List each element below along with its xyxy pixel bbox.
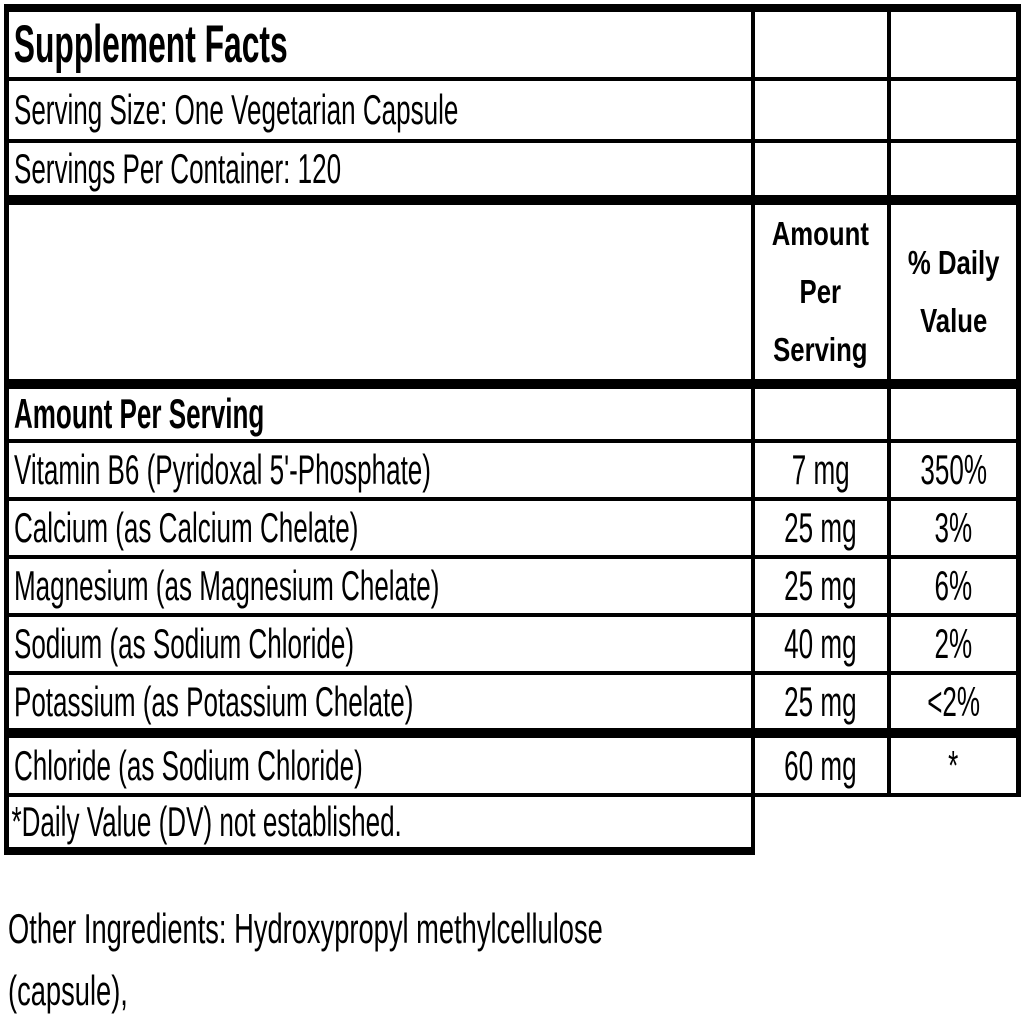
nutrient-amount: 60 mg [784,741,857,789]
daily-value-column-header-cell: % Daily Value [886,198,1021,389]
nutrient-amount-cell: 25 mg [750,671,891,738]
section-header-cell: Amount Per Serving [4,382,755,443]
nutrient-amount-cell: 40 mg [750,613,891,675]
nutrient-amount-cell: 7 mg [750,439,891,501]
footnote-ghost-area [753,795,1019,851]
other-ingredients-block: Other Ingredients: Hydroxypropyl methylc… [8,898,1024,1024]
footnote-cell: *Daily Value (DV) not established. [4,793,755,855]
nutrient-row-potassium: Potassium (as Potassium Chelate) 25 mg <… [4,671,1021,738]
nutrient-amount: 40 mg [784,620,857,667]
nutrient-name: Magnesium (as Magnesium Chelate) [13,562,440,609]
section-header-row: Amount Per Serving [4,382,1021,443]
serving-size-empty-dv-cell [886,77,1021,143]
nutrient-amount-cell: 25 mg [750,555,891,617]
servings-per-container-cell: Servings Per Container: 120 [4,139,755,205]
nutrient-row-calcium: Calcium (as Calcium Chelate) 25 mg 3% [4,497,1021,559]
nutrient-daily-value: 6% [934,562,973,609]
supplement-facts-table: Supplement Facts Serving Size: One Veget… [4,4,1021,855]
serving-size-empty-amount-cell [750,77,891,143]
section-header-text: Amount Per Serving [13,390,265,437]
nutrient-name-cell: Magnesium (as Magnesium Chelate) [4,555,755,617]
nutrient-name-cell: Sodium (as Sodium Chloride) [4,613,755,675]
container-empty-amount-cell [750,139,891,205]
nutrient-name: Chloride (as Sodium Chloride) [13,741,363,789]
daily-value-column-header: % Daily Value [907,244,1000,339]
nutrient-daily-value-cell: 2% [886,613,1021,675]
nutrient-name: Calcium (as Calcium Chelate) [13,504,359,551]
nutrient-daily-value: * [948,741,959,789]
title-row-empty-amount-cell [750,4,891,81]
nutrient-daily-value-cell: * [886,731,1021,797]
section-empty-dv-cell [886,382,1021,443]
nutrient-amount: 25 mg [784,504,857,551]
amount-column-header: Amount Per Serving [771,215,870,368]
page-title: Supplement Facts [13,15,288,74]
nutrient-daily-value-cell: <2% [886,671,1021,738]
title-cell: Supplement Facts [4,4,755,81]
nutrient-name-cell: Potassium (as Potassium Chelate) [4,671,755,738]
nutrient-name: Sodium (as Sodium Chloride) [13,620,355,667]
nutrient-daily-value: <2% [926,677,980,725]
nutrient-daily-value: 350% [919,446,987,493]
header-empty-cell [4,198,755,389]
section-empty-amount-cell [750,382,891,443]
footnote-text: *Daily Value (DV) not established. [11,798,402,845]
nutrient-name-cell: Calcium (as Calcium Chelate) [4,497,755,559]
nutrient-daily-value-cell: 6% [886,555,1021,617]
nutrient-daily-value-cell: 350% [886,439,1021,501]
nutrient-name: Vitamin B6 (Pyridoxal 5'-Phosphate) [13,446,431,493]
column-header-row: Amount Per Serving % Daily Value [4,198,1021,389]
nutrient-amount-cell: 60 mg [750,731,891,797]
nutrient-row-sodium: Sodium (as Sodium Chloride) 40 mg 2% [4,613,1021,675]
serving-size-text: Serving Size: One Vegetarian Capsule [13,86,459,133]
nutrient-daily-value: 2% [934,620,973,667]
footnote-row: *Daily Value (DV) not established. [4,793,1019,855]
nutrient-name-cell: Chloride (as Sodium Chloride) [4,731,755,797]
nutrient-daily-value-cell: 3% [886,497,1021,559]
title-row-empty-dv-cell [886,4,1021,81]
nutrient-row-vitamin-b6: Vitamin B6 (Pyridoxal 5'-Phosphate) 7 mg… [4,439,1021,501]
nutrient-amount: 25 mg [784,677,857,725]
nutrient-amount-cell: 25 mg [750,497,891,559]
other-ingredients-text: Other Ingredients: Hydroxypropyl methylc… [8,905,603,1014]
title-row: Supplement Facts [4,4,1021,81]
nutrient-daily-value: 3% [934,504,973,551]
nutrient-name: Potassium (as Potassium Chelate) [13,677,414,725]
amount-column-header-cell: Amount Per Serving [750,198,891,389]
serving-size-row: Serving Size: One Vegetarian Capsule [4,77,1021,143]
nutrient-row-chloride: Chloride (as Sodium Chloride) 60 mg * [4,731,1021,797]
nutrient-name-cell: Vitamin B6 (Pyridoxal 5'-Phosphate) [4,439,755,501]
nutrient-amount: 7 mg [791,446,850,493]
nutrient-amount: 25 mg [784,562,857,609]
serving-size-cell: Serving Size: One Vegetarian Capsule [4,77,755,143]
servings-per-container-row: Servings Per Container: 120 [4,139,1021,205]
container-empty-dv-cell [886,139,1021,205]
servings-per-container-text: Servings Per Container: 120 [13,145,342,192]
nutrient-row-magnesium: Magnesium (as Magnesium Chelate) 25 mg 6… [4,555,1021,617]
